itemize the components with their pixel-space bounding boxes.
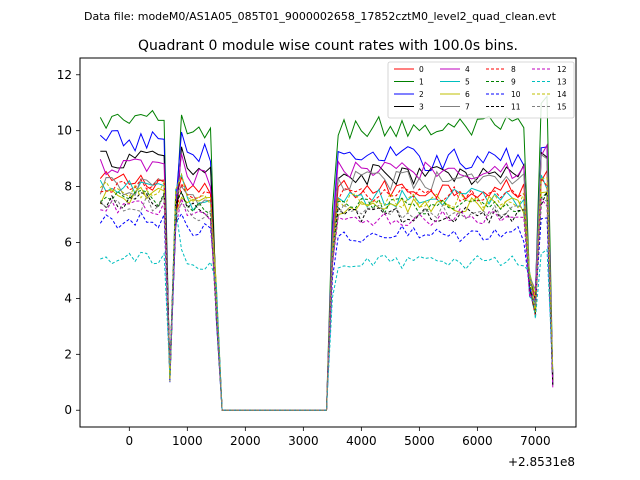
legend-label: 3 [419, 103, 424, 112]
y-tick-label: 12 [57, 68, 72, 82]
legend-label: 9 [511, 78, 516, 87]
x-tick-label: 7000 [520, 434, 551, 448]
legend-label: 1 [419, 78, 424, 87]
x-tick-label: 1000 [172, 434, 203, 448]
y-tick-label: 2 [64, 347, 72, 361]
y-tick-label: 10 [57, 124, 72, 138]
legend-label: 2 [419, 90, 424, 99]
legend-label: 4 [465, 65, 470, 74]
y-tick-label: 8 [64, 180, 72, 194]
series-line-module-15 [99, 193, 554, 411]
legend-label: 5 [465, 78, 470, 87]
x-axis: 0 1000 2000 3000 4000 5000 6000 7000 [125, 427, 551, 448]
legend-label: 15 [557, 103, 567, 112]
y-tick-label: 4 [64, 291, 72, 305]
legend-label: 8 [511, 65, 516, 74]
legend-label: 7 [465, 103, 470, 112]
x-tick-label: 6000 [462, 434, 493, 448]
axes-frame [79, 57, 577, 428]
legend-box [387, 61, 575, 119]
x-offset-label: +2.8531e8 [508, 455, 575, 469]
y-axis: 0 2 4 6 8 10 12 [57, 68, 80, 417]
x-tick-label: 0 [125, 434, 133, 448]
legend-label: 11 [511, 103, 521, 112]
x-tick-label: 3000 [288, 434, 319, 448]
plot-area [99, 95, 554, 411]
legend-label: 14 [557, 90, 567, 99]
legend-label: 0 [419, 65, 424, 74]
chart-suptitle: Data file: modeM0/AS1A05_085T01_90000026… [84, 10, 557, 23]
x-tick-label: 4000 [346, 434, 377, 448]
x-tick-label: 2000 [230, 434, 261, 448]
legend-label: 10 [511, 90, 521, 99]
series-line-module-12 [100, 196, 554, 411]
legend-label: 13 [557, 78, 567, 87]
legend-label: 6 [465, 90, 470, 99]
chart-title: Quadrant 0 module wise count rates with … [138, 38, 518, 54]
x-tick-label: 5000 [404, 434, 435, 448]
legend-label: 12 [557, 65, 567, 74]
y-tick-label: 6 [64, 236, 72, 250]
y-tick-label: 0 [64, 403, 72, 417]
